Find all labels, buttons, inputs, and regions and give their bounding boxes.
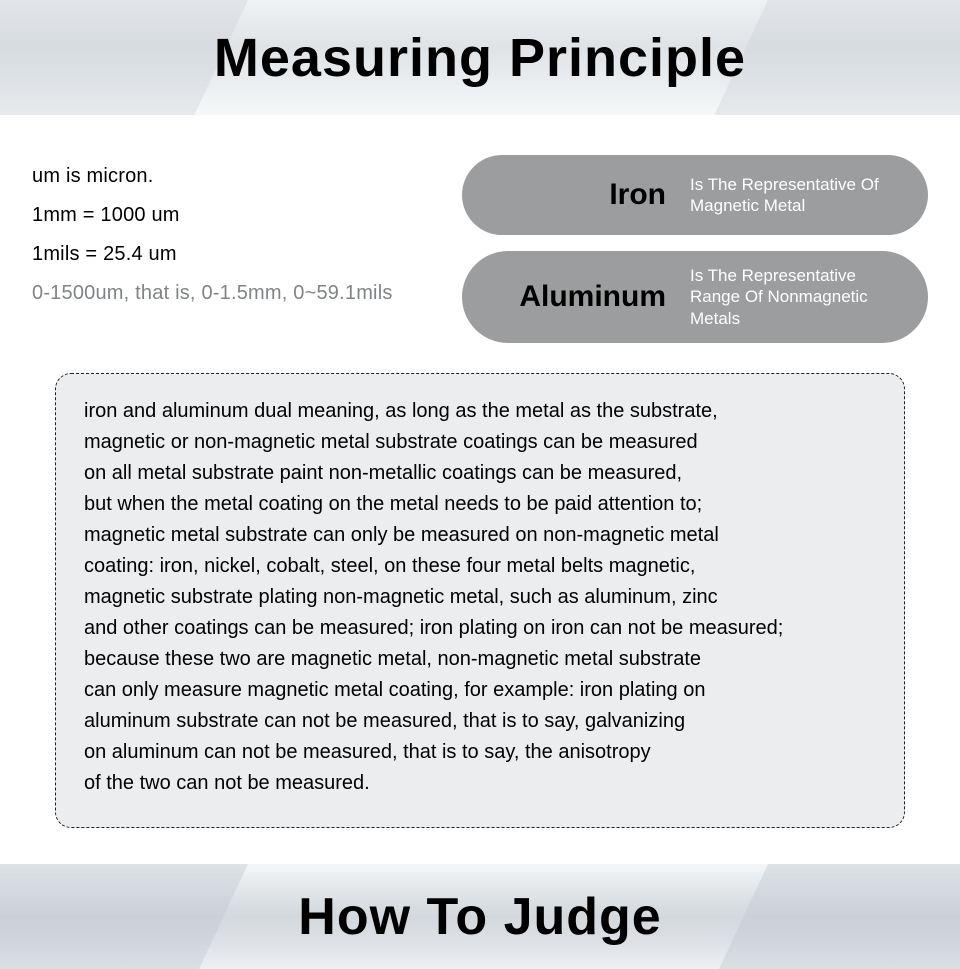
pill-iron-desc: Is The Representative Of Magnetic Metal: [690, 174, 894, 217]
pill-iron: Iron Is The Representative Of Magnetic M…: [462, 155, 928, 235]
detail-section: iron and aluminum dual meaning, as long …: [0, 343, 960, 828]
top-banner: Measuring Principle: [0, 0, 960, 115]
mid-section: um is micron. 1mm = 1000 um 1mils = 25.4…: [0, 115, 960, 343]
fact-line-4: 0-1500um, that is, 0-1.5mm, 0~59.1mils: [32, 282, 432, 305]
fact-line-1: um is micron.: [32, 165, 432, 188]
unit-facts: um is micron. 1mm = 1000 um 1mils = 25.4…: [32, 145, 432, 343]
pill-iron-key: Iron: [496, 178, 666, 212]
footer-title: How To Judge: [298, 887, 661, 947]
page-title: Measuring Principle: [214, 27, 746, 89]
fact-line-3: 1mils = 25.4 um: [32, 243, 432, 266]
pill-aluminum-desc: Is The Representative Range Of Nonmagnet…: [690, 265, 894, 329]
metal-pills: Iron Is The Representative Of Magnetic M…: [462, 145, 928, 343]
detail-text: iron and aluminum dual meaning, as long …: [84, 396, 876, 799]
detail-box: iron and aluminum dual meaning, as long …: [55, 373, 905, 828]
fact-line-2: 1mm = 1000 um: [32, 204, 432, 227]
pill-aluminum: Aluminum Is The Representative Range Of …: [462, 251, 928, 343]
bottom-banner: How To Judge: [0, 864, 960, 969]
pill-aluminum-key: Aluminum: [496, 280, 666, 314]
